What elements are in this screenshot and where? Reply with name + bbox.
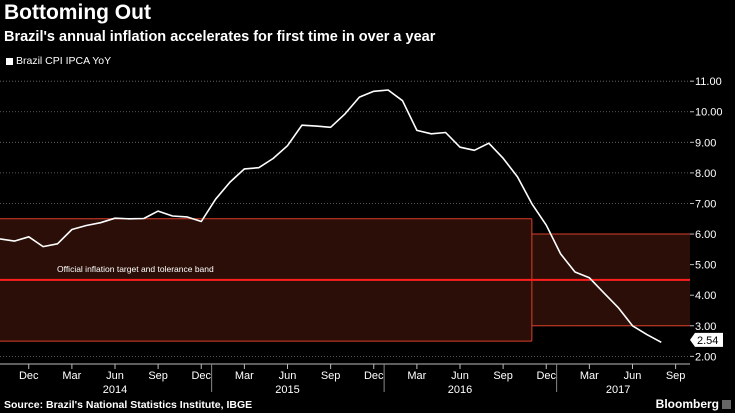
y-tick-label: 9.00 bbox=[695, 137, 716, 149]
y-tick-label: 3.00 bbox=[695, 321, 716, 333]
y-tick-label: 4.00 bbox=[695, 290, 716, 302]
x-tick-label: Jun bbox=[106, 370, 124, 382]
x-year-label: 2016 bbox=[448, 384, 472, 396]
y-tick-label: 6.00 bbox=[695, 229, 716, 241]
x-tick-label: Dec bbox=[364, 370, 384, 382]
y-tick-label: 8.00 bbox=[695, 168, 716, 180]
brand-mark-icon bbox=[722, 400, 731, 409]
chart-title: Bottoming Out bbox=[4, 1, 151, 24]
x-tick-label: Sep bbox=[493, 370, 513, 382]
last-value-label: 2.54 bbox=[697, 335, 718, 347]
source-note: Source: Brazil's National Statistics Ins… bbox=[4, 399, 253, 411]
last-value-box bbox=[690, 332, 723, 347]
x-tick-label: Mar bbox=[407, 370, 426, 382]
x-tick-label: Sep bbox=[321, 370, 341, 382]
x-year-label: 2015 bbox=[275, 384, 299, 396]
x-tick-label: Sep bbox=[148, 370, 168, 382]
x-tick-label: Jun bbox=[624, 370, 642, 382]
axes: 2.00 3.00 4.00 5.00 6.00 7.00 8.00 9.00 10.00 11.… bbox=[0, 76, 723, 396]
x-tick-label: Mar bbox=[235, 370, 254, 382]
legend-label: Brazil CPI IPCA YoY bbox=[16, 55, 112, 67]
y-tick-label: 10.00 bbox=[695, 107, 723, 119]
chart-subtitle: Brazil's annual inflation accelerates fo… bbox=[4, 29, 436, 45]
y-tick-label: 7.00 bbox=[695, 198, 716, 210]
x-tick-label: Dec bbox=[536, 370, 556, 382]
legend: Brazil CPI IPCA YoY bbox=[6, 55, 111, 67]
x-tick-label: Mar bbox=[580, 370, 599, 382]
legend-swatch bbox=[6, 57, 13, 65]
x-year-label: 2017 bbox=[606, 384, 630, 396]
series-line-brazil-cpi bbox=[0, 89, 662, 344]
x-tick-label: Dec bbox=[191, 370, 211, 382]
x-tick-label: Jun bbox=[451, 370, 469, 382]
x-tick-label: Jun bbox=[279, 370, 297, 382]
x-tick-label: Mar bbox=[62, 370, 81, 382]
x-year-label: 2014 bbox=[103, 384, 127, 396]
y-tick-label: 5.00 bbox=[695, 260, 716, 272]
series-layer bbox=[0, 89, 662, 344]
band-label: Official inflation target and tolerance … bbox=[57, 264, 214, 274]
x-tick-label: Sep bbox=[666, 370, 686, 382]
target-band: Official inflation target and tolerance … bbox=[0, 218, 690, 342]
y-tick-label: 2.00 bbox=[695, 351, 716, 363]
x-tick-label: Dec bbox=[19, 370, 39, 382]
brand-logo: Bloomberg bbox=[655, 397, 719, 411]
y-tick-label: 11.00 bbox=[695, 76, 722, 88]
